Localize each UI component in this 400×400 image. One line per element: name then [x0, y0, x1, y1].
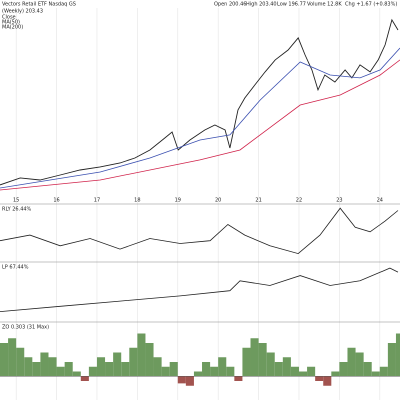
- oscillator-bar: [250, 338, 259, 377]
- oscillator-bar: [48, 357, 57, 377]
- oscillator-bar: [113, 352, 122, 377]
- oscillator-bar: [355, 352, 364, 377]
- oscillator-bar: [371, 371, 380, 377]
- oscillator-bar: [72, 371, 81, 377]
- oscillator-bar: [379, 366, 388, 377]
- oscillator-bar: [282, 357, 291, 377]
- oscillator-bar: [169, 362, 178, 377]
- oscillator-bar: [258, 343, 267, 377]
- oscillator-bar: [234, 376, 243, 381]
- oscillator-bar: [177, 376, 186, 384]
- panel-label: LP 67.44%: [2, 265, 29, 271]
- high: High 203.40: [246, 2, 277, 8]
- ratio-line: [0, 267, 399, 312]
- oscillator-bar: [64, 362, 73, 377]
- price-line: [0, 59, 400, 191]
- open: Open 200.46: [214, 2, 246, 8]
- oscillator-bar: [32, 362, 41, 377]
- oscillator-bar: [339, 362, 348, 377]
- oscillator-bar: [129, 347, 138, 377]
- oscillator-bar: [24, 357, 33, 377]
- oscillator-bar: [363, 362, 372, 377]
- oscillator-bar: [88, 366, 97, 377]
- oscillator-bar: [185, 376, 194, 386]
- panel-label: ZO 0.303 (31 Max): [2, 325, 49, 331]
- x-tick-label: 16: [53, 198, 59, 204]
- x-tick-label: 23: [336, 198, 342, 204]
- oscillator-bar: [226, 366, 235, 377]
- price-line: [0, 18, 399, 186]
- x-tick-label: 17: [94, 198, 100, 204]
- oscillator-bar: [40, 352, 49, 377]
- oscillator-bar: [307, 366, 316, 377]
- oscillator-bar: [274, 362, 283, 377]
- x-tick-label: 19: [175, 198, 181, 204]
- legend-entry: MA(200): [2, 25, 23, 31]
- low: Low 196.77: [277, 2, 306, 8]
- panel-label: RLY 26.44%: [2, 207, 32, 213]
- oscillator-bar: [96, 357, 106, 377]
- oscillator-bar: [153, 357, 162, 377]
- symbol-title: Vectors Retail ETF Nasdaq GS: [2, 2, 76, 8]
- oscillator-bar: [315, 376, 324, 381]
- oscillator-bar: [0, 343, 9, 377]
- oscillator-bar: [80, 376, 89, 381]
- oscillator-bar: [323, 376, 332, 386]
- change: Chg +1.67 (+0.83%): [345, 2, 397, 8]
- x-tick-label: 18: [134, 198, 140, 204]
- oscillator-bar: [161, 366, 170, 377]
- price-line: [0, 47, 400, 189]
- oscillator-bar: [387, 343, 396, 377]
- oscillator-bar: [193, 371, 203, 377]
- oscillator-bar: [56, 366, 65, 377]
- legend-entry: Close: [2, 15, 16, 21]
- panel-label: (Weekly) 203.43: [2, 9, 43, 15]
- oscillator-bar: [347, 347, 356, 377]
- oscillator-bar: [395, 333, 400, 377]
- x-tick-label: 22: [296, 198, 302, 204]
- oscillator-bar: [145, 343, 154, 377]
- oscillator-bar: [105, 362, 114, 377]
- oscillator-bar: [8, 338, 17, 377]
- oscillator-bar: [137, 333, 146, 377]
- oscillator-bar: [218, 357, 227, 377]
- x-tick-label: 24: [377, 198, 383, 204]
- oscillator-bar: [242, 347, 251, 377]
- oscillator-bar: [266, 352, 275, 377]
- oscillator-bar: [290, 366, 299, 377]
- ratio-line: [0, 207, 399, 255]
- oscillator-bar: [202, 362, 211, 377]
- volume: Volume 12.8K: [307, 2, 342, 8]
- oscillator-bar: [121, 362, 130, 377]
- legend-entry: MA(50): [2, 20, 20, 26]
- x-tick-label: 15: [13, 198, 19, 204]
- oscillator-bar: [210, 366, 219, 377]
- x-tick-label: 21: [255, 198, 261, 204]
- oscillator-bar: [298, 371, 308, 377]
- x-tick-label: 20: [215, 198, 221, 204]
- oscillator-bar: [16, 347, 25, 377]
- oscillator-bar: [331, 371, 340, 377]
